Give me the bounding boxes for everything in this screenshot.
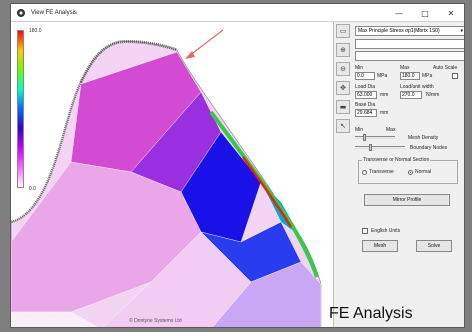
fe-mesh-canvas[interactable]: 180.0 0.0 © Dontyne Systems Ltd	[11, 22, 333, 327]
fe-analysis-window: View FE Analysis — □ ✕	[10, 3, 465, 328]
auto-scale-checkbox[interactable]	[452, 73, 458, 79]
english-units-checkbox[interactable]	[362, 228, 368, 234]
info-field-2[interactable]	[355, 51, 464, 61]
pan-icon[interactable]: ▭	[336, 24, 350, 38]
window-title: View FE Analysis	[31, 9, 77, 16]
mesh-button[interactable]: Mesh	[362, 240, 398, 252]
min-label: Min	[355, 65, 364, 71]
stress-contour-plot	[11, 29, 322, 327]
chevron-down-icon: ▾	[460, 28, 463, 34]
boundary-nodes-thumb[interactable]	[369, 144, 372, 151]
title-bar: View FE Analysis — □ ✕	[11, 4, 464, 22]
result-type-value: Max Principle Stress σp1(Mbrtx 1S0)	[358, 28, 440, 34]
english-units-label: English Units	[371, 228, 401, 234]
mesh-density-slider[interactable]	[355, 136, 395, 139]
slider-max-label: Max	[386, 127, 396, 133]
peak-stress-edge	[241, 156, 293, 228]
load-arrow-head	[185, 51, 195, 59]
load-dia-unit: mm	[380, 92, 389, 98]
mirror-profile-button[interactable]: Mirror Profile	[364, 194, 450, 206]
boundary-nodes-slider[interactable]	[355, 146, 405, 149]
colorbar-min-label: 0.0	[29, 186, 36, 192]
mesh-region-lavender	[212, 261, 322, 327]
result-type-select[interactable]: Max Principle Stress σp1(Mbrtx 1S0) ▾	[355, 26, 464, 36]
load-unit-unit: N/mm	[426, 92, 440, 98]
section-group-label: Transverse or Normal Section	[362, 157, 431, 163]
vertical-toolbar: ▭ ⊕ ⊖ ✥ ▬ ↖	[336, 24, 352, 138]
normal-radio[interactable]	[408, 170, 413, 175]
boundary-nodes-label: Boundary Nodes	[410, 145, 448, 151]
app-icon	[15, 7, 27, 19]
root-fillet-region	[11, 62, 81, 222]
maximize-button[interactable]: □	[421, 8, 429, 18]
stress-colorbar	[17, 30, 24, 188]
normal-label: Normal	[415, 169, 432, 175]
high-stress-edge	[209, 110, 319, 278]
load-dia-field[interactable]: 63.000	[355, 91, 377, 99]
load-unit-field[interactable]: 270.0	[400, 91, 422, 99]
min-value-field[interactable]: 0.0	[355, 72, 375, 80]
mesh-density-thumb[interactable]	[363, 134, 366, 141]
transverse-label: Transverse	[369, 169, 394, 175]
max-label: Max	[400, 65, 410, 71]
min-unit: MPa	[377, 73, 388, 79]
slider-min-label: Min	[355, 127, 364, 133]
fine-mesh-boundary	[79, 40, 178, 83]
transverse-radio[interactable]	[362, 170, 367, 175]
zoom-in-icon[interactable]: ⊕	[336, 43, 350, 57]
pointer-icon[interactable]: ↖	[336, 119, 350, 133]
ruler-icon[interactable]: ▬	[336, 100, 350, 114]
copyright-text: © Dontyne Systems Ltd	[129, 318, 182, 324]
minimize-button[interactable]: —	[395, 8, 403, 18]
colorbar-max-label: 180.0	[29, 28, 42, 34]
zoom-out-icon[interactable]: ⊖	[336, 62, 350, 76]
control-panel: ▭ ⊕ ⊖ ✥ ▬ ↖ Max Principle Stress σp1(Mbr…	[333, 22, 464, 327]
load-arrow-line	[188, 29, 224, 57]
max-value-field[interactable]: 180.0	[400, 72, 420, 80]
mesh-density-label: Mesh Density	[408, 135, 439, 141]
close-button[interactable]: ✕	[447, 8, 455, 18]
move-icon[interactable]: ✥	[336, 81, 350, 95]
base-dia-field[interactable]: 29.684	[355, 109, 377, 117]
auto-scale-label: Auto Scale	[433, 65, 458, 71]
base-dia-label: Base Dia	[355, 102, 376, 108]
caption-label: FE Analysis	[329, 305, 413, 322]
solve-button[interactable]: Solve	[416, 240, 452, 252]
fine-mesh-boundary-left	[11, 81, 83, 224]
info-field-1[interactable]	[355, 39, 464, 49]
load-unit-width-label: Load/unit width	[400, 84, 434, 90]
max-unit: MPa	[422, 73, 433, 79]
base-dia-unit: mm	[380, 110, 389, 116]
load-dia-label: Load Dia	[355, 84, 376, 90]
mesh-region-white	[11, 311, 98, 327]
